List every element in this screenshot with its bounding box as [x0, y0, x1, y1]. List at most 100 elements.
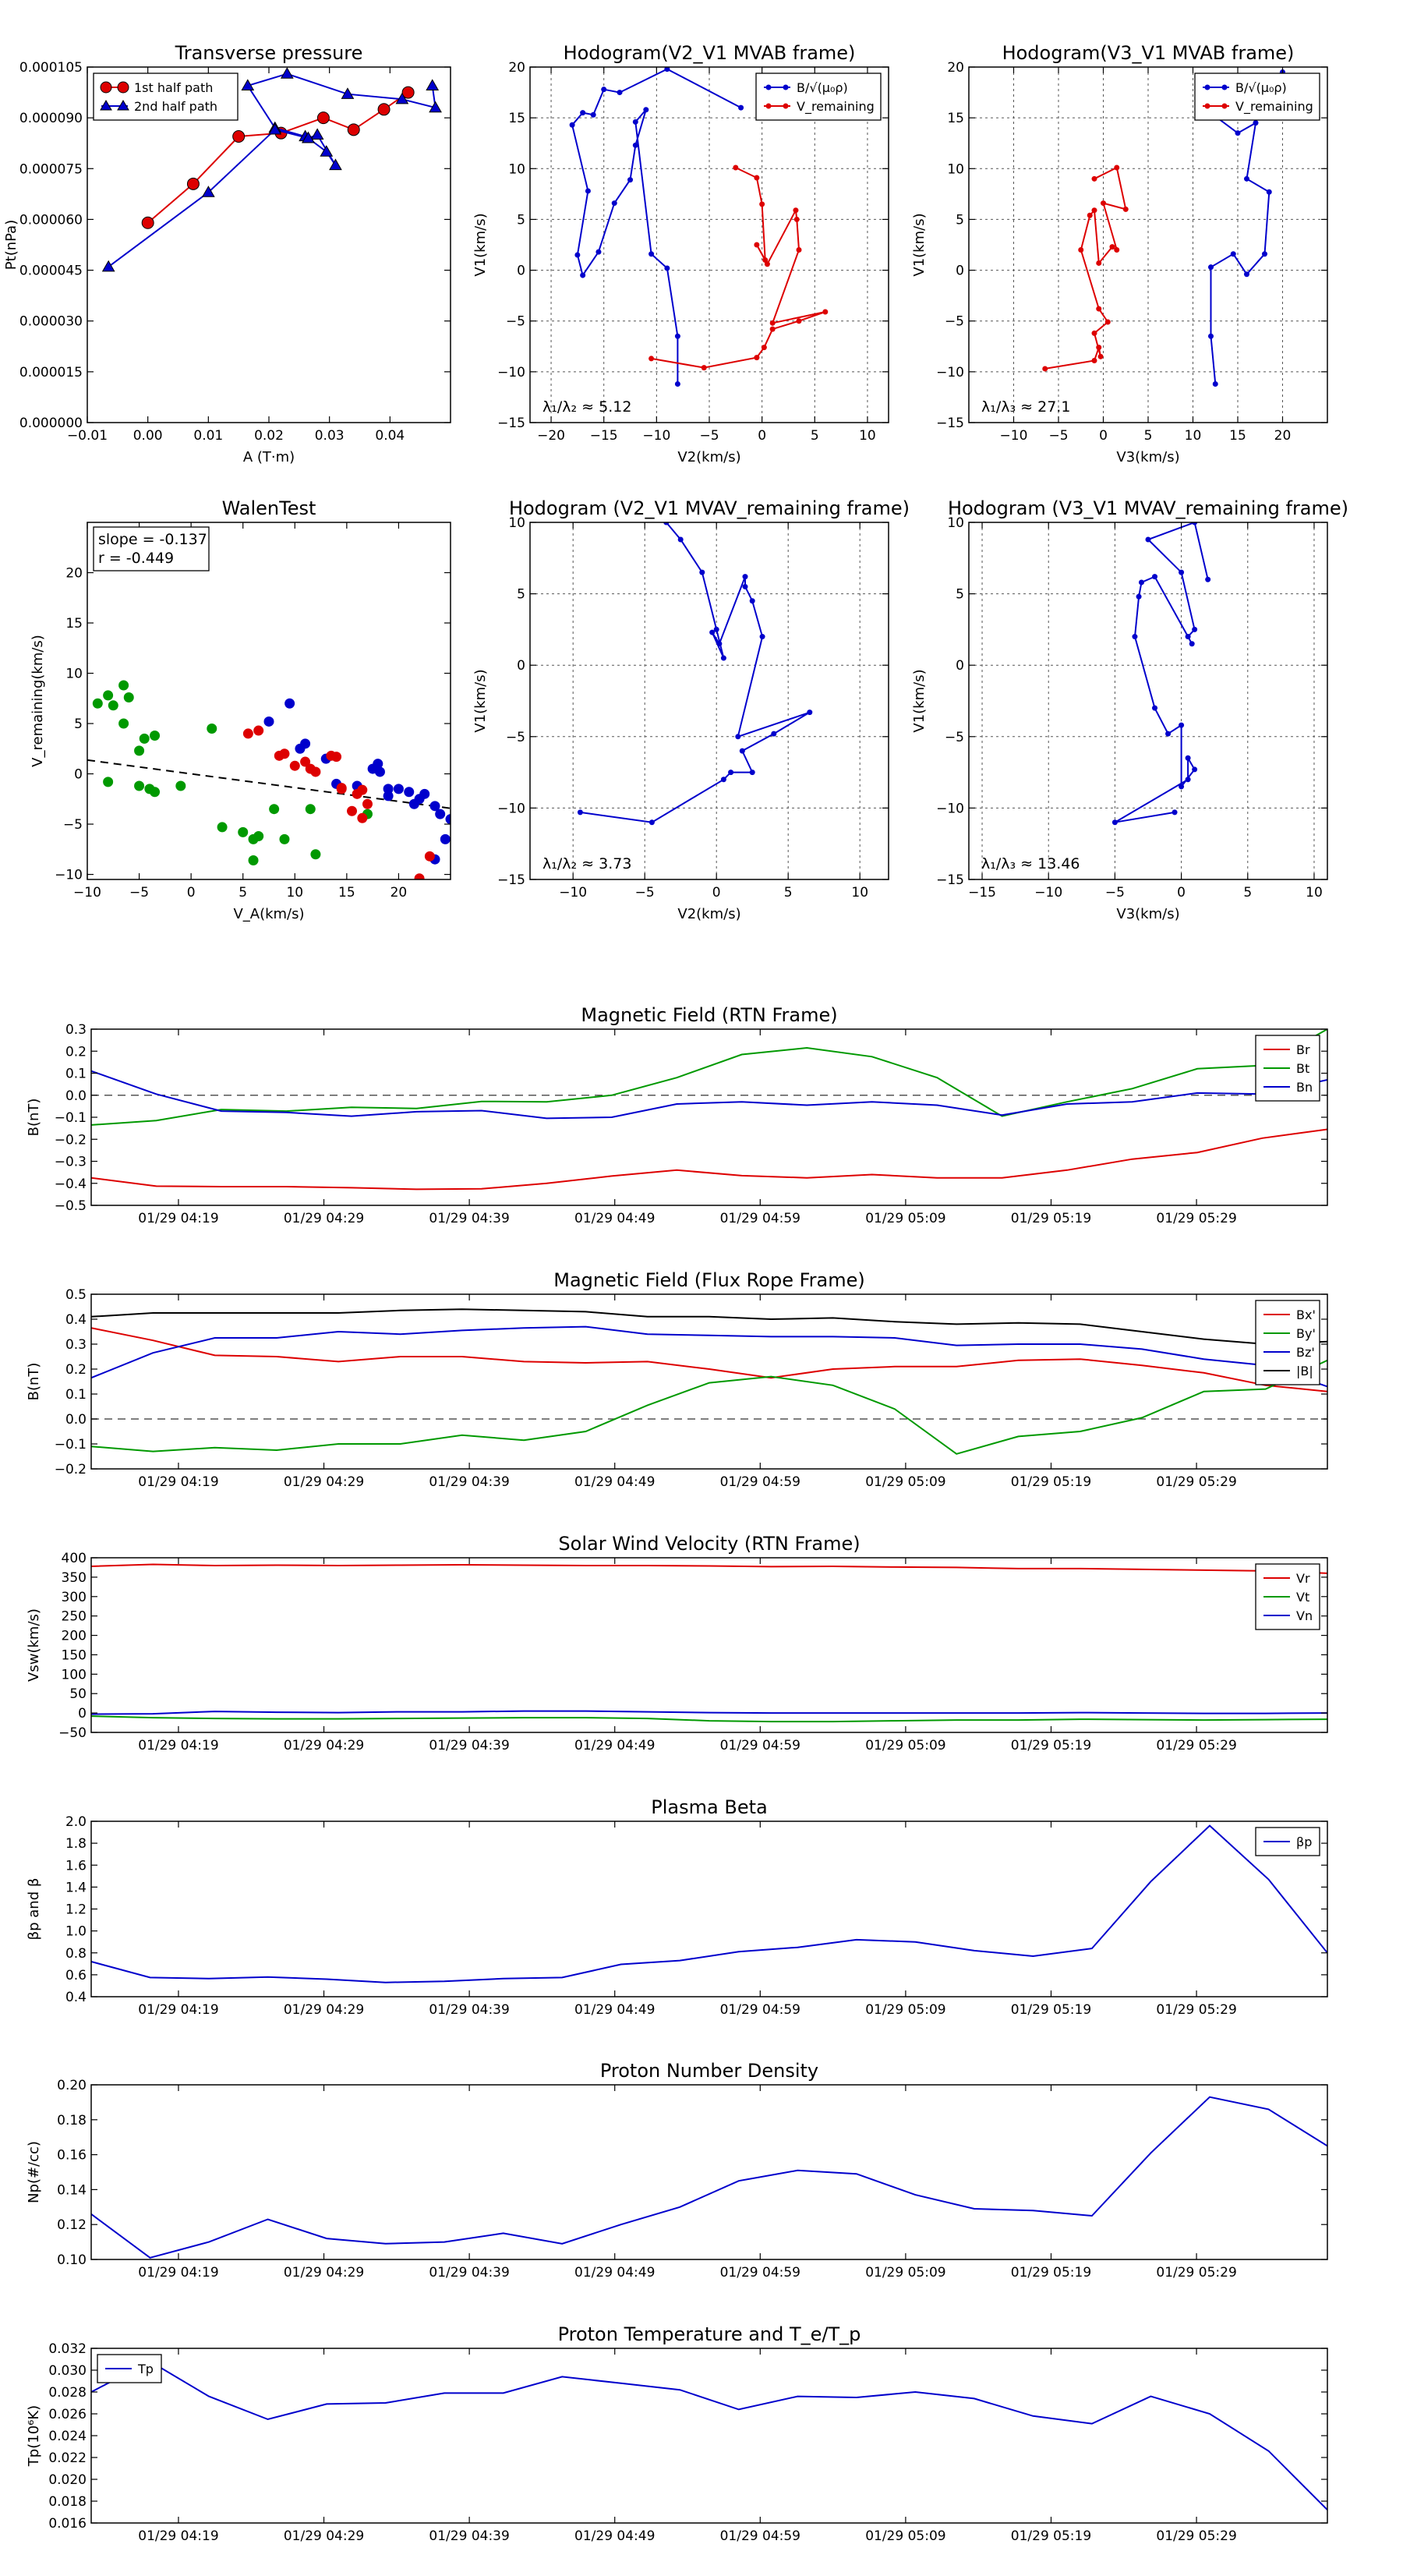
series-b--line — [571, 68, 742, 384]
series-v-remaining-point — [701, 365, 707, 371]
x-tick-label: 01/29 04:39 — [429, 1738, 509, 1753]
x-tick-label: 01/29 04:39 — [429, 2265, 509, 2281]
series-b--point — [1266, 189, 1272, 195]
series-1st-half-path-point — [141, 216, 154, 229]
x-tick-label: 01/29 04:19 — [138, 2528, 218, 2544]
legend-marker — [1204, 103, 1210, 109]
y-tick-label: −0.5 — [55, 1198, 87, 1214]
data-layer — [87, 680, 451, 879]
x-tick-label: 01/29 05:19 — [1011, 1474, 1091, 1490]
y-tick-label: 15 — [508, 111, 525, 126]
series-2-point — [253, 725, 264, 736]
series-1st-half-path-point — [316, 111, 330, 125]
x-tick-label: −10 — [559, 885, 587, 901]
legend-marker — [783, 84, 789, 90]
y-tick-label: 10 — [947, 161, 964, 177]
series-0-point — [248, 855, 259, 865]
annotation-box — [93, 526, 210, 571]
series-0-point — [207, 723, 217, 734]
plot-frame — [529, 522, 889, 880]
series-0-point — [1179, 722, 1185, 728]
x-tick-label: 01/29 04:59 — [720, 1474, 800, 1490]
legend-marker — [765, 103, 772, 109]
x-tick-label: 01/29 04:59 — [720, 2002, 800, 2018]
y-tick-label: 0.024 — [48, 2429, 87, 2444]
series-v-remaining-point — [1091, 175, 1097, 182]
legend-label: V_remaining — [797, 99, 875, 115]
series-v-remaining-point — [793, 207, 799, 214]
y-tick-label: 0.026 — [48, 2407, 87, 2422]
legend-marker — [117, 100, 129, 111]
chart-title: Hodogram(V2_V1 MVAB frame) — [564, 42, 856, 64]
y-tick-label: 1.8 — [65, 1836, 87, 1852]
y-tick-label: −15 — [936, 416, 964, 431]
series-0-point — [709, 629, 716, 635]
series-2nd-half-path-point — [101, 260, 115, 272]
x-tick-label: 01/29 04:39 — [429, 1474, 509, 1490]
panel-hodo3: Hodogram (V2_V1 MVAV_remaining frame) −10… — [472, 497, 910, 922]
y-tick-label: 20 — [947, 60, 964, 76]
y-tick-label: 0.016 — [48, 2516, 87, 2532]
y-tick-label: 0.4 — [65, 1312, 87, 1328]
series-b--point — [674, 333, 680, 339]
series-b--point — [643, 107, 649, 113]
x-tick-label: 01/29 05:29 — [1156, 1738, 1236, 1753]
series-b--point — [1208, 333, 1214, 339]
y-tick-label: −10 — [55, 868, 83, 883]
x-tick-label: 01/29 05:19 — [1011, 2528, 1091, 2544]
y-tick-label: 0.000090 — [19, 111, 83, 126]
series-0-point — [648, 819, 655, 826]
series-0-point — [134, 780, 145, 791]
chart-title: Hodogram(V3_V1 MVAB frame) — [1002, 42, 1295, 64]
y-tick-label: 20 — [65, 566, 83, 582]
series-v-remaining-point — [1091, 358, 1097, 364]
series-0-point — [759, 634, 765, 640]
series-2-point — [242, 728, 253, 739]
series-1-point — [435, 809, 446, 819]
series-v-remaining-point — [759, 201, 765, 207]
x-tick-label: 0.01 — [193, 428, 223, 444]
series-v-remaining-point — [761, 345, 767, 351]
legend-label: Bt — [1296, 1061, 1309, 1076]
series-2nd-half-path-point — [341, 87, 355, 99]
series-bz--line — [91, 1325, 1327, 1388]
x-tick-label: 10 — [851, 885, 868, 901]
legend-marker — [117, 81, 129, 94]
y-tick-label: 0.2 — [65, 1044, 87, 1060]
y-axis-label: V1(km/s) — [911, 669, 928, 732]
series-0-point — [123, 692, 134, 702]
y-tick-label: −50 — [58, 1725, 87, 1741]
series-v-remaining-point — [754, 242, 760, 248]
legend-label: B/√(μ₀ρ) — [1235, 80, 1287, 95]
series-0-point — [1185, 777, 1191, 783]
y-tick-label: −5 — [506, 314, 525, 330]
x-tick-label: −10 — [73, 885, 101, 901]
legend-label: 2nd half path — [134, 99, 217, 114]
y-tick-label: −0.1 — [55, 1437, 87, 1453]
y-tick-label: 5 — [517, 587, 525, 603]
series-2nd-half-path-point — [241, 79, 255, 91]
series-0-point — [1165, 731, 1172, 737]
series-b--point — [595, 249, 602, 255]
y-tick-label: 10 — [947, 515, 964, 531]
series-2-point — [414, 873, 425, 879]
series-0-point — [749, 598, 755, 604]
series-2-point — [362, 798, 373, 809]
y-tick-label: 0 — [78, 1706, 87, 1721]
x-tick-label: 01/29 04:59 — [720, 2528, 800, 2544]
y-tick-label: 20 — [508, 60, 525, 76]
series-b--point — [590, 111, 596, 118]
series-v-remaining-point — [1096, 260, 1102, 266]
series-v-remaining-point — [754, 355, 760, 361]
series-b--point — [617, 90, 623, 96]
legend-marker — [100, 100, 112, 111]
chart-title: Transverse pressure — [175, 42, 363, 64]
y-tick-label: 5 — [517, 212, 525, 228]
x-tick-label: −20 — [537, 428, 565, 444]
x-tick-label: −15 — [968, 885, 996, 901]
y-tick-label: −15 — [497, 416, 525, 431]
series-b--point — [648, 251, 655, 257]
plot-frame — [90, 1028, 1328, 1206]
y-tick-label: 5 — [956, 212, 964, 228]
series-0-point — [728, 770, 734, 776]
